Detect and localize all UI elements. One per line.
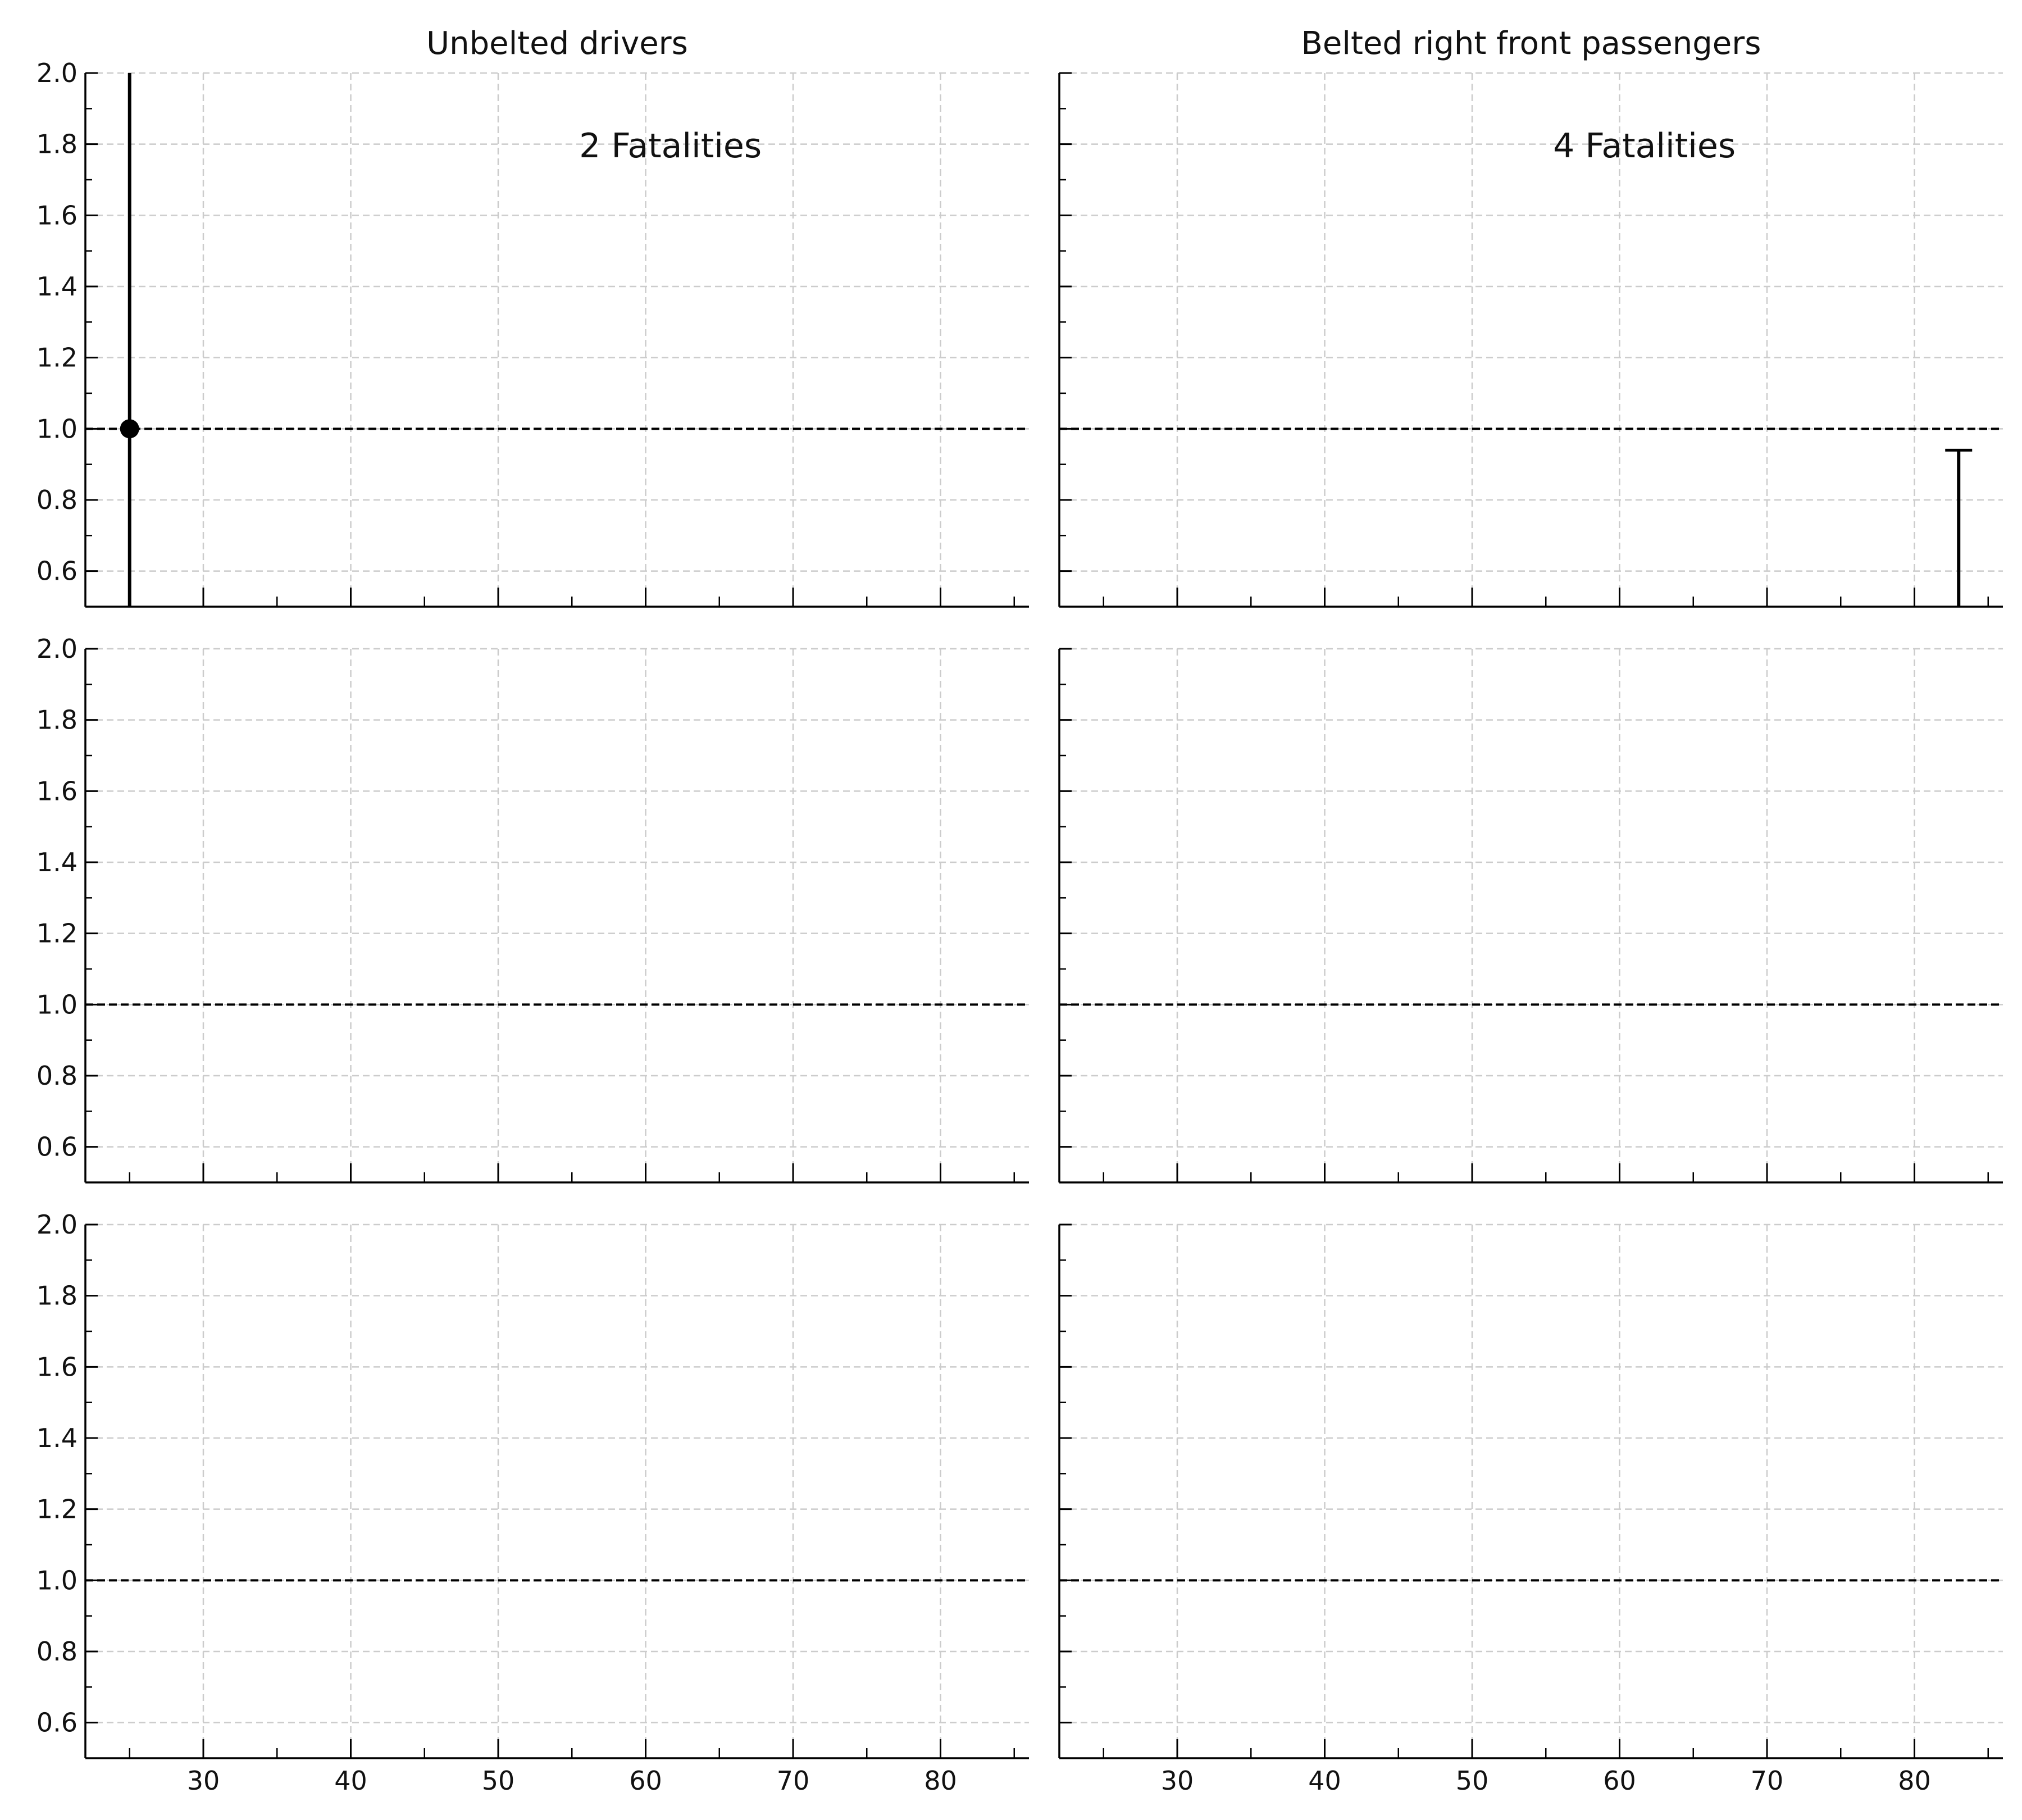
panel-1: 0.6 0.8 1.0 1.2 1.4 1.6 1.8 2.0 Unbelted drivers…	[37, 25, 1029, 608]
panel-5-y-tick-label: 1.4	[37, 1423, 78, 1453]
panel-6-x-tick-label: 60	[1603, 1766, 1636, 1796]
panel-5-y-tick-label: 1.6	[37, 1352, 78, 1382]
panel-1-annotation: 2 Fatalities	[579, 126, 762, 166]
panel-1-y-tick-label: 1.8	[37, 129, 78, 160]
panel-2-annotation: 4 Fatalities	[1553, 126, 1736, 166]
panel-6-x-tick-label: 40	[1308, 1766, 1341, 1796]
panel-3-y-tick-label: 1.2	[37, 918, 78, 949]
panel-3-y-tick-label: 0.6	[37, 1132, 78, 1162]
panel-5-y-tick-label: 0.8	[37, 1636, 78, 1667]
panel-5-y-tick-label: 1.0	[37, 1565, 78, 1595]
panel-1-y-tick-label: 1.0	[37, 413, 78, 444]
panel-5-y-tick-label: 1.2	[37, 1494, 78, 1525]
panel-1-y-tick-label: 1.2	[37, 343, 78, 373]
panel-5-x-tick-label: 70	[777, 1766, 810, 1796]
panel-5-x-tick-label: 30	[187, 1766, 220, 1796]
panel-5-x-tick-label: 50	[482, 1766, 515, 1796]
panel-1-title: Unbelted drivers	[426, 25, 688, 62]
panel-5: 0.6 0.8 1.0 1.2 1.4 1.6 1.8 2.0 30 40 50 60 70 80	[37, 1209, 1029, 1796]
panel-3: 0.6 0.8 1.0 1.2 1.4 1.6 1.8 2.0	[37, 634, 1029, 1184]
panel-5-x-tick-label: 80	[924, 1766, 957, 1796]
panel-1-y-tick-label: 1.6	[37, 200, 78, 230]
panel-6-x-tick-label: 30	[1161, 1766, 1194, 1796]
panel-5-y-tick-label: 2.0	[37, 1209, 78, 1240]
panel-3-y-tick-label: 1.4	[37, 847, 78, 877]
panel-3-y-tick-label: 1.0	[37, 989, 78, 1020]
panel-5-x-tick-label: 60	[629, 1766, 662, 1796]
panel-5-y-tick-label: 0.6	[37, 1708, 78, 1738]
panel-6-x-tick-label: 80	[1898, 1766, 1931, 1796]
panel-6-x-tick-label: 50	[1456, 1766, 1489, 1796]
panel-5-x-tick-label: 40	[334, 1766, 367, 1796]
panel-6: 30 40 50 60 70 80	[1058, 1223, 2003, 1796]
panel-1-y-tick-label: 0.8	[37, 485, 78, 515]
panel-3-y-tick-label: 1.6	[37, 776, 78, 806]
panel-5-y-tick-label: 1.8	[37, 1281, 78, 1311]
panel-2-title: Belted right front passengers	[1301, 25, 1761, 62]
panel-3-y-tick-label: 1.8	[37, 705, 78, 735]
panel-1-point-marker	[120, 419, 139, 439]
panel-4	[1058, 648, 2003, 1184]
panel-2: Belted right front passengers 4 Fatalitie…	[1058, 25, 2003, 608]
panel-3-y-tick-label: 2.0	[37, 634, 78, 664]
panel-3-y-tick-label: 0.8	[37, 1061, 78, 1091]
panel-1-y-tick-label: 0.6	[37, 556, 78, 586]
panel-1-y-tick-label: 1.4	[37, 271, 78, 302]
panel-6-x-tick-label: 70	[1751, 1766, 1784, 1796]
panel-1-y-tick-label: 2.0	[37, 58, 78, 88]
